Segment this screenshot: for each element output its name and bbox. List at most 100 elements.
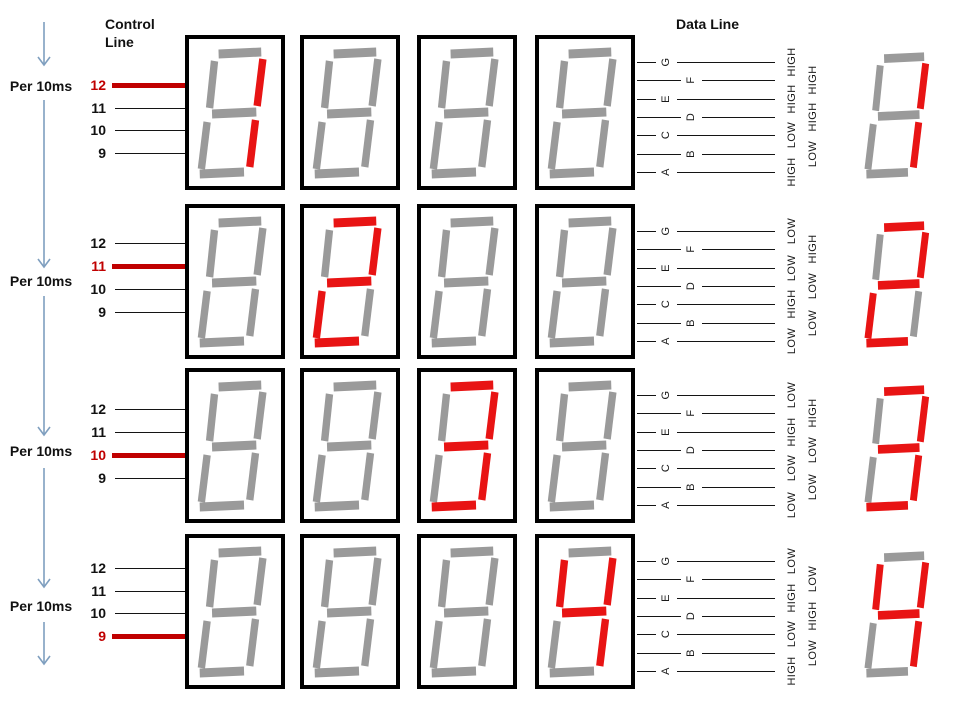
data-value-E: HIGH — [786, 84, 798, 114]
data-line-label-G: G — [660, 390, 672, 400]
control-wire-10 — [115, 612, 185, 614]
data-line-label-A: A — [660, 168, 672, 176]
segment-C-on — [909, 454, 923, 502]
segment-C-off — [246, 288, 260, 337]
segment-E-off — [547, 620, 561, 669]
data-line-label-E: E — [660, 594, 672, 602]
data-value-G: LOW — [786, 217, 798, 245]
segment-G-off — [211, 107, 257, 119]
seven-segment-display-2 — [312, 380, 382, 512]
segment-F-off — [320, 60, 334, 109]
control-pin-label-10: 10 — [90, 605, 106, 621]
control-pin-label-10: 10 — [90, 447, 106, 463]
data-line-label-B: B — [685, 319, 697, 327]
result-digit-display — [864, 551, 930, 678]
data-wire-D — [702, 116, 775, 118]
data-wire-E-stub — [637, 597, 656, 599]
segment-D-on — [431, 500, 477, 512]
control-pin-label-11: 11 — [91, 583, 106, 599]
segment-C-on — [596, 618, 610, 667]
data-wire-G — [677, 394, 775, 396]
data-wire-B — [702, 652, 775, 654]
segment-B-on — [916, 395, 930, 443]
segment-C-on — [478, 452, 492, 501]
control-wire-12 — [115, 408, 185, 410]
seven-segment-display-3 — [429, 546, 499, 678]
data-wire-B — [702, 322, 775, 324]
data-wire-A-stub — [637, 171, 656, 173]
segment-G-off — [561, 276, 607, 288]
data-wire-F-stub — [637, 79, 681, 81]
control-pin-label-11: 11 — [91, 424, 106, 440]
data-wire-B-stub — [637, 322, 681, 324]
data-wire-F — [702, 412, 775, 414]
control-pin-label-11: 11 — [91, 100, 106, 116]
segment-E-off — [197, 290, 211, 339]
segment-D-off — [549, 666, 595, 678]
data-value-G: HIGH — [786, 47, 798, 77]
segment-B-off — [253, 391, 267, 440]
data-wire-A — [677, 340, 775, 342]
segment-F-off — [320, 393, 334, 442]
data-value-A: LOW — [786, 327, 798, 355]
data-value-B: LOW — [807, 639, 819, 667]
data-value-C: LOW — [786, 620, 798, 648]
data-wire-E — [677, 431, 775, 433]
segment-C-off — [909, 290, 923, 338]
segment-E-off — [312, 454, 326, 503]
segment-G-off — [326, 440, 372, 452]
segment-C-off — [246, 452, 260, 501]
segment-B-off — [368, 391, 382, 440]
segment-A-off — [218, 546, 262, 558]
period-label: Per 10ms — [9, 598, 73, 614]
data-value-C: LOW — [786, 121, 798, 149]
segment-B-off — [485, 58, 499, 107]
data-value-D: HIGH — [807, 102, 819, 132]
data-value-F: HIGH — [807, 65, 819, 95]
data-wire-D-stub — [637, 285, 681, 287]
data-line-label-B: B — [685, 483, 697, 491]
segment-G-off — [443, 606, 489, 618]
data-wire-G-stub — [637, 394, 656, 396]
segment-C-off — [478, 618, 492, 667]
segment-F-off — [320, 559, 334, 608]
control-pin-label-10: 10 — [90, 281, 106, 297]
data-line-label-F: F — [685, 76, 697, 84]
control-wire-10 — [115, 129, 185, 131]
segment-C-off — [361, 618, 375, 667]
segment-D-on — [314, 336, 360, 348]
data-value-D: LOW — [807, 272, 819, 300]
segment-G-off — [326, 107, 372, 119]
data-wire-E-stub — [637, 267, 656, 269]
data-value-G: LOW — [786, 381, 798, 409]
seven-segment-display-4 — [547, 216, 617, 348]
result-digit-display — [864, 221, 930, 348]
period-label: Per 10ms — [9, 273, 73, 289]
seven-segment-display-3 — [429, 47, 499, 179]
segment-D-off — [549, 500, 595, 512]
segment-C-off — [596, 452, 610, 501]
segment-A-on — [883, 221, 925, 232]
data-line-label-A: A — [660, 667, 672, 675]
data-wire-B-stub — [637, 153, 681, 155]
data-wire-E — [677, 267, 775, 269]
segment-D-off — [314, 167, 360, 179]
segment-E-off — [547, 121, 561, 170]
data-wire-D-stub — [637, 449, 681, 451]
seven-segment-display-1 — [197, 47, 267, 179]
segment-F-off — [555, 229, 569, 278]
segment-G-off — [877, 110, 920, 121]
data-wire-D-stub — [637, 615, 681, 617]
segment-G-off — [326, 606, 372, 618]
data-wire-G — [677, 230, 775, 232]
data-wire-F — [702, 578, 775, 580]
segment-C-off — [361, 119, 375, 168]
data-wire-A-stub — [637, 670, 656, 672]
segment-E-off — [429, 620, 443, 669]
segment-D-on — [866, 500, 909, 512]
data-wire-F-stub — [637, 248, 681, 250]
segment-C-off — [596, 288, 610, 337]
segment-A-off — [333, 546, 377, 558]
data-wire-C-stub — [637, 134, 656, 136]
control-pin-label-9: 9 — [98, 470, 106, 486]
